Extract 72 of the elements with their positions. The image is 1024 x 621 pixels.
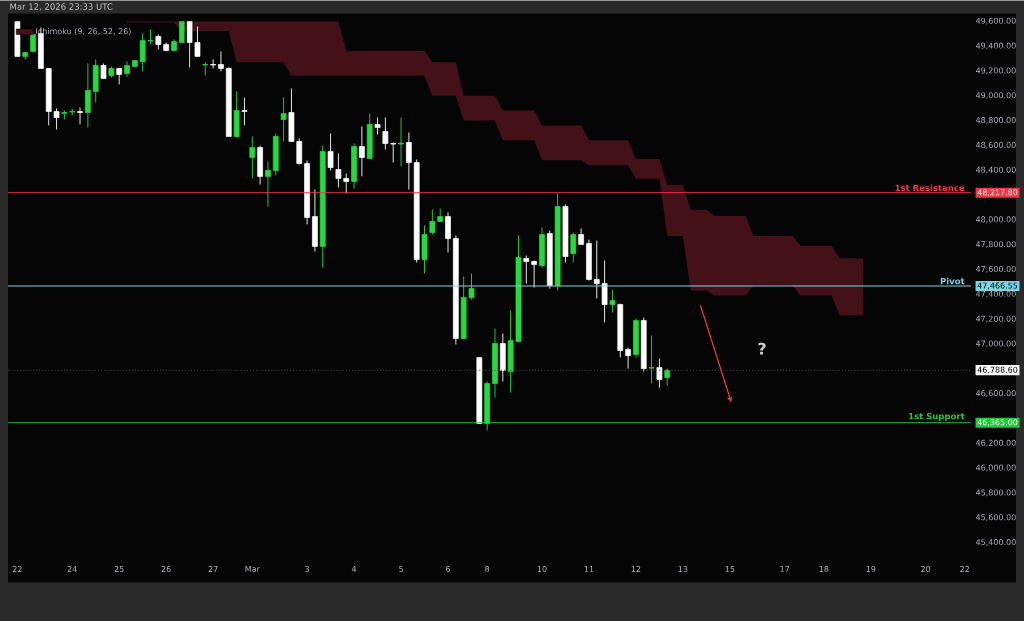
x-tick-label: 3 xyxy=(305,565,309,572)
x-tick-label: 19 xyxy=(866,565,876,572)
candlestick xyxy=(327,132,334,171)
x-tick-label: 10 xyxy=(537,565,547,572)
y-tick-label: 47,000.00 xyxy=(975,340,1016,348)
x-tick-label: 26 xyxy=(161,565,171,572)
y-tick-label: 47,400.00 xyxy=(975,290,1016,298)
x-tick-label: 11 xyxy=(584,565,594,572)
y-tick-label: 49,400.00 xyxy=(975,42,1016,50)
y-tick-label: 46,000.00 xyxy=(975,464,1016,472)
x-tick-label: 15 xyxy=(725,565,735,572)
y-tick-label: 48,800.00 xyxy=(975,116,1016,124)
y-tick-label: 49,200.00 xyxy=(975,67,1016,75)
candlestick xyxy=(249,135,256,179)
ref-line-label: 1st Resistance xyxy=(895,184,965,191)
y-tick-label: 47,466.55 xyxy=(977,282,1018,290)
candlestick xyxy=(14,20,21,57)
y-tick-label: 47,800.00 xyxy=(975,240,1016,248)
candlestick xyxy=(648,334,655,384)
candlestick xyxy=(218,50,224,72)
x-tick-label: 18 xyxy=(819,565,829,572)
candlestick xyxy=(210,58,216,69)
annotation: ? xyxy=(758,342,766,355)
y-tick-label: 48,400.00 xyxy=(975,166,1016,174)
y-tick-label: 45,400.00 xyxy=(975,538,1016,546)
x-tick-label: 13 xyxy=(678,565,688,572)
y-tick-label: 46,200.00 xyxy=(975,439,1016,447)
y-tick-label: 49,600.00 xyxy=(975,17,1016,25)
y-tick-label: 47,200.00 xyxy=(975,315,1016,323)
x-tick-label: 27 xyxy=(208,565,218,572)
candlestick xyxy=(398,116,404,167)
candlestick xyxy=(202,61,209,76)
y-tick-label: 46,365.00 xyxy=(977,419,1018,426)
y-tick-label: 46,600.00 xyxy=(975,389,1016,397)
x-tick-label: 22 xyxy=(960,565,970,572)
candlestick xyxy=(85,62,91,128)
candlestick xyxy=(609,288,616,313)
y-tick-label: 46,788.60 xyxy=(977,366,1018,374)
ref-line-label: 1st Support xyxy=(909,412,965,421)
x-tick-label: 5 xyxy=(399,565,403,572)
x-tick-label: 4 xyxy=(351,565,357,572)
y-tick-label: 45,600.00 xyxy=(975,513,1016,521)
candlestick xyxy=(265,160,271,207)
ref-line-label: Pivot xyxy=(940,277,965,285)
candlestick xyxy=(194,25,201,57)
candlestick xyxy=(359,125,365,177)
candlestick xyxy=(570,231,577,263)
candlestick xyxy=(531,259,537,288)
x-tick-label: 8 xyxy=(485,565,490,572)
x-tick-label: 20 xyxy=(921,565,931,572)
y-tick-label: 48,600.00 xyxy=(975,141,1016,149)
x-tick-label: 22 xyxy=(12,565,22,572)
candlestick xyxy=(656,357,663,388)
candlestick xyxy=(77,106,83,125)
y-tick-label: 45,800.00 xyxy=(975,489,1016,497)
y-tick-label: 47,600.00 xyxy=(975,265,1016,273)
chart-title: Mar 12, 2026 23:33 UTC xyxy=(10,3,113,11)
y-tick-label: 49,000.00 xyxy=(975,91,1016,99)
x-tick-label: 25 xyxy=(114,565,124,572)
x-tick-label: 6 xyxy=(446,565,451,572)
x-tick-label: 12 xyxy=(631,565,641,572)
candlestick xyxy=(523,254,530,284)
candlestick xyxy=(241,96,248,126)
candlestick xyxy=(406,131,412,190)
candlestick xyxy=(280,96,287,142)
candlestick xyxy=(625,346,631,369)
x-tick-label: 24 xyxy=(67,565,77,572)
x-tick-label: 17 xyxy=(780,565,790,572)
candlestick xyxy=(445,211,451,253)
y-tick-label: 48,000.00 xyxy=(975,216,1016,223)
y-tick-label: 48,217.80 xyxy=(977,189,1018,196)
x-tick-label: Mar xyxy=(245,565,260,572)
